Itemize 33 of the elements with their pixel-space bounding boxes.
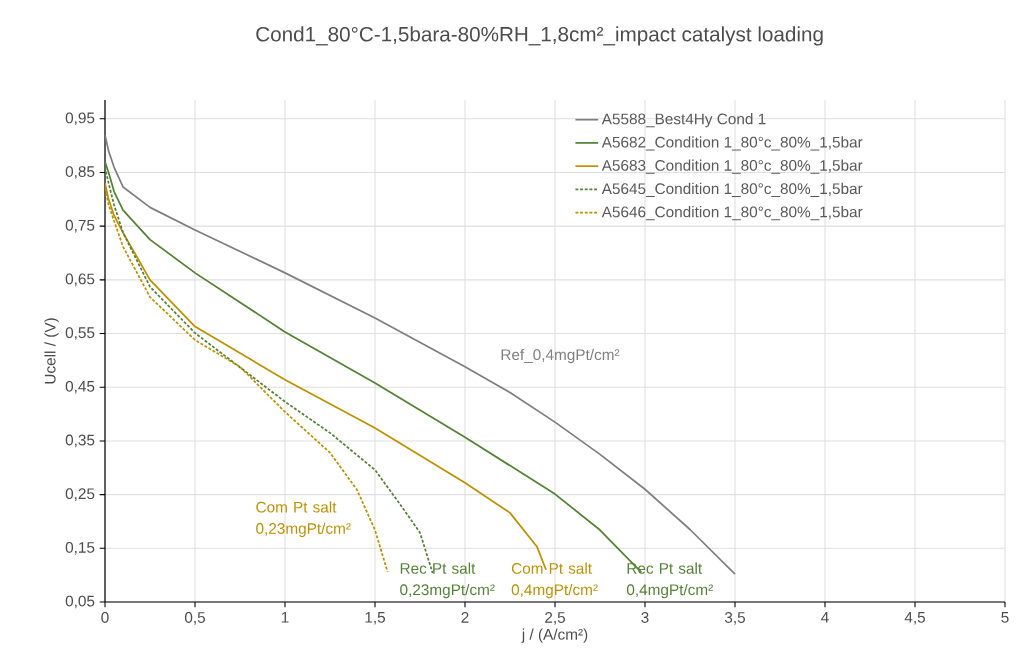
x-tick-label: 1 xyxy=(281,612,289,623)
y-tick-label: 0,95 xyxy=(65,112,95,126)
x-tick-label: 5 xyxy=(1001,612,1009,623)
x-tick-label: 0 xyxy=(101,612,109,623)
legend-label: A5682_Condition 1_80°c_80%_1,5bar xyxy=(601,136,863,151)
legend-label: A5646_Condition 1_80°c_80%_1,5bar xyxy=(601,206,863,221)
annotation: Rec Pt salt 0,23mgPt/cm² xyxy=(400,562,495,599)
y-tick-label: 0,85 xyxy=(65,166,95,179)
x-tick-label: 4,5 xyxy=(904,612,926,625)
x-tick-label: 1,5 xyxy=(365,612,386,625)
x-tick-label: 2 xyxy=(461,612,469,623)
annotation: Com Pt salt 0,23mgPt/cm² xyxy=(256,501,351,537)
y-tick-label: 0,45 xyxy=(65,380,95,394)
y-tick-label: 0,55 xyxy=(65,327,95,340)
y-tick-label: 0,65 xyxy=(65,273,95,287)
y-axis-title: Ucell / (V) xyxy=(44,318,59,384)
y-tick-label: 0,15 xyxy=(65,541,95,555)
x-tick-label: 3 xyxy=(641,612,649,623)
y-tick-label: 0,25 xyxy=(65,488,95,501)
x-tick-label: 3,5 xyxy=(724,612,746,625)
y-tick-label: 0,35 xyxy=(65,434,95,448)
legend-label: A5645_Condition 1_80°c_80%_1,5bar xyxy=(601,182,863,198)
legend-label: A5588_Best4Hy Cond 1 xyxy=(601,113,766,128)
annotation: Ref_0,4mgPt/cm² xyxy=(501,348,620,364)
chart-title: Cond1_80°C-1,5bara-80%RH_1,8cm²_impact catalyst loading xyxy=(256,26,823,46)
annotation: Com Pt salt 0,4mgPt/cm² xyxy=(511,562,598,599)
x-tick-label: 2,5 xyxy=(545,612,566,625)
y-tick-label: 0,75 xyxy=(65,219,95,233)
y-tick-label: 0,05 xyxy=(65,595,95,609)
legend-label: A5683_Condition 1_80°c_80%_1,5bar xyxy=(601,159,863,174)
x-tick-label: 4 xyxy=(821,612,829,623)
x-tick-label: 0,5 xyxy=(184,612,206,625)
x-axis-title: j / (A/cm²) xyxy=(521,628,588,643)
